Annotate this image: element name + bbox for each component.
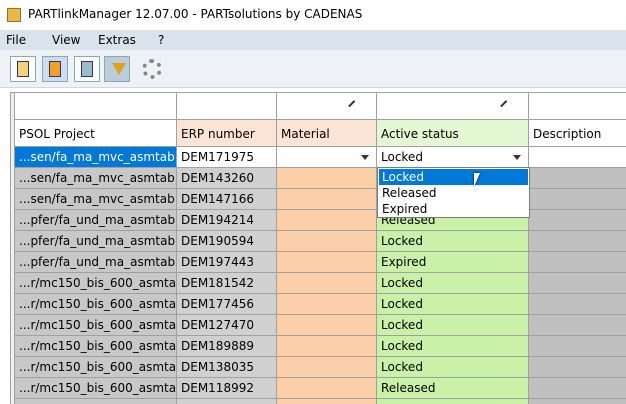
grid-cell[interactable]	[15, 399, 177, 404]
filter-cell[interactable]	[529, 93, 626, 120]
filter-cell[interactable]	[277, 93, 377, 120]
filter-button[interactable]	[104, 56, 130, 82]
data-grid: PSOL Project ERP number Material Active sta…	[10, 92, 626, 404]
column-header: Description	[529, 120, 626, 147]
tool-button[interactable]	[10, 56, 36, 82]
grid-cell[interactable]: ...pfer/fa_und_ma_asmtab.prj	[15, 231, 177, 252]
grid-cell[interactable]	[277, 189, 377, 210]
filter-cell[interactable]	[177, 93, 277, 120]
grid-cell[interactable]	[277, 357, 377, 378]
grid-cell[interactable]: DEM147166	[177, 189, 277, 210]
grid-cell[interactable]	[529, 294, 626, 315]
settings-button[interactable]	[142, 59, 162, 79]
grid-cell[interactable]: ...r/mc150_bis_600_asmtab.prj	[15, 357, 177, 378]
menu-item[interactable]: View	[52, 33, 81, 47]
grid-cell[interactable]: DEM177456	[177, 294, 277, 315]
grid-cell[interactable]: Expired	[377, 252, 529, 273]
grid-cell[interactable]	[529, 336, 626, 357]
column-header: PSOL Project	[15, 120, 177, 147]
grid-cell[interactable]: DEM194214	[177, 210, 277, 231]
grid-cell[interactable]: Released	[377, 378, 529, 399]
grid-cell[interactable]: Locked	[377, 336, 529, 357]
grid-cell[interactable]	[277, 210, 377, 231]
grid-cell[interactable]: Locked	[377, 357, 529, 378]
grid-cell[interactable]: DEM190594	[177, 231, 277, 252]
grid-cell[interactable]: Locked	[377, 273, 529, 294]
tool-button[interactable]	[42, 56, 68, 82]
dropdown-arrow	[361, 155, 369, 160]
menu-item[interactable]: File	[6, 33, 27, 47]
grid-cell[interactable]: ...r/mc150_bis_600_asmtab.prj	[15, 294, 177, 315]
dropdown-list: Locked Released Expired	[377, 167, 530, 218]
app-icon	[7, 8, 21, 22]
grid-cell[interactable]	[529, 210, 626, 231]
menu-bar: File View Extras?	[0, 30, 626, 50]
mouse-cursor	[474, 173, 480, 187]
menu-item[interactable]: Extras	[98, 33, 136, 47]
grid-cell[interactable]	[277, 147, 377, 168]
grid-cell[interactable]	[277, 168, 377, 189]
grid-cell[interactable]	[529, 147, 626, 168]
grid-cell[interactable]	[277, 336, 377, 357]
grid-cell[interactable]: ...sen/fa_ma_mvc_asmtab.prj	[15, 189, 177, 210]
grid-cell[interactable]: DEM127470	[177, 315, 277, 336]
grid-cell[interactable]: Locked	[377, 315, 529, 336]
grid-cell[interactable]	[529, 231, 626, 252]
grid-cell[interactable]: DEM197443	[177, 252, 277, 273]
grid-cell[interactable]	[277, 273, 377, 294]
grid-cell[interactable]: ...sen/fa_ma_mvc_asmtab.prj	[15, 147, 177, 168]
grid-cell[interactable]: DEM143260	[177, 168, 277, 189]
grid-cell[interactable]	[529, 168, 626, 189]
menu-item[interactable]: ?	[158, 33, 165, 47]
grid-cell[interactable]: DEM189889	[177, 336, 277, 357]
grid-cell[interactable]: ...r/mc150_bis_600_asmtab.prj	[15, 273, 177, 294]
grid-cell[interactable]	[529, 357, 626, 378]
grid-cell[interactable]	[177, 399, 277, 404]
dropdown-option[interactable]: Released	[382, 186, 437, 200]
dropdown-option[interactable]: Expired	[382, 202, 428, 216]
grid-cell[interactable]	[529, 315, 626, 336]
title-bar: PARTlinkManager 12.07.00 - PARTsolutions…	[0, 0, 626, 30]
tool-button[interactable]	[74, 56, 100, 82]
grid-cell[interactable]	[377, 399, 529, 404]
column-header: ERP number	[177, 120, 277, 147]
grid-cell[interactable]: DEM118992	[177, 378, 277, 399]
grid-cell[interactable]: ...r/mc150_bis_600_asmtab.prj	[15, 336, 177, 357]
grid-cell[interactable]: ...r/mc150_bis_600_asmtab.prj	[15, 378, 177, 399]
grid-cell[interactable]	[529, 252, 626, 273]
row-header	[11, 93, 15, 404]
grid-cell[interactable]: DEM138035	[177, 357, 277, 378]
grid-cell[interactable]	[277, 399, 377, 404]
grid-cell[interactable]: DEM181542	[177, 273, 277, 294]
grid-cell[interactable]	[277, 378, 377, 399]
status-combobox[interactable]: Locked	[377, 147, 529, 168]
grid-cell[interactable]: ...sen/fa_ma_mvc_asmtab.prj	[15, 168, 177, 189]
grid-cell[interactable]: ...pfer/fa_und_ma_asmtab.prj	[15, 252, 177, 273]
grid-cell[interactable]: DEM171975	[177, 147, 277, 168]
dropdown-option[interactable]: Locked	[379, 169, 528, 185]
window-title: PARTlinkManager 12.07.00 - PARTsolutions…	[28, 7, 363, 21]
grid-cell[interactable]: ...pfer/fa_und_ma_asmtab.prj	[15, 210, 177, 231]
grid-cell[interactable]: ...r/mc150_bis_600_asmtab.prj	[15, 315, 177, 336]
grid-cell[interactable]	[277, 252, 377, 273]
grid-cell[interactable]	[277, 315, 377, 336]
grid-cell[interactable]: Locked	[377, 231, 529, 252]
grid-cell[interactable]	[277, 231, 377, 252]
filter-cell[interactable]	[15, 93, 177, 120]
filter-cell[interactable]	[377, 93, 529, 120]
dropdown-arrow	[513, 155, 521, 160]
column-header: Material	[277, 120, 377, 147]
grid-cell[interactable]	[529, 189, 626, 210]
grid-cell[interactable]	[529, 378, 626, 399]
grid-cell[interactable]	[529, 399, 626, 404]
grid-cell[interactable]	[277, 294, 377, 315]
grid-cell[interactable]	[529, 273, 626, 294]
toolbar	[0, 50, 626, 88]
grid-cell[interactable]: Locked	[377, 294, 529, 315]
column-header: Active status	[377, 120, 529, 147]
